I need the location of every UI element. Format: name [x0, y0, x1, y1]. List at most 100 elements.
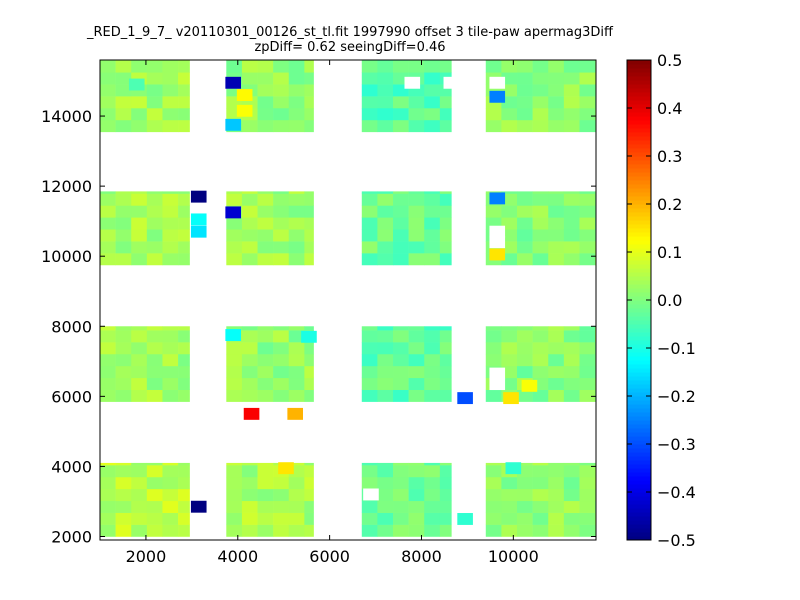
colorbar-segment: [627, 132, 651, 137]
heatmap-cell-outlier: [236, 104, 253, 117]
heatmap-cell: [257, 365, 274, 379]
colorbar-segment: [627, 268, 651, 273]
heatmap-cell: [304, 108, 314, 121]
heatmap-cell: [162, 229, 179, 242]
heatmap-cell: [178, 389, 190, 402]
heatmap-cell: [361, 72, 378, 85]
y-tick-label: 2000: [51, 527, 92, 546]
heatmap-cell: [288, 205, 305, 218]
colorbar-segment: [627, 252, 651, 257]
colorbar-segment: [627, 376, 651, 381]
colorbar-segment: [627, 392, 651, 397]
colorbar-segment: [627, 356, 651, 361]
heatmap-cell: [579, 326, 596, 331]
heatmap-cell: [162, 342, 179, 355]
heatmap-cell: [501, 353, 518, 367]
heatmap-cell: [548, 326, 565, 331]
heatmap-cell: [501, 253, 518, 266]
heatmap-cell-outlier: [225, 329, 241, 341]
heatmap-cell: [439, 229, 452, 242]
heatmap-cell: [439, 60, 452, 73]
heatmap-cell-outlier: [225, 206, 241, 219]
heatmap-cell: [162, 84, 179, 97]
heatmap-cell: [100, 193, 116, 206]
heatmap-cell: [563, 217, 580, 230]
heatmap-cell: [100, 191, 116, 194]
colorbar-segment: [627, 204, 651, 209]
colorbar-segment: [627, 528, 651, 533]
heatmap-cell: [146, 205, 163, 218]
heatmap-cell: [257, 60, 274, 73]
heatmap-cell: [304, 205, 314, 218]
colorbar-segment: [627, 172, 651, 177]
heatmap-cell: [501, 193, 518, 206]
heatmap-cell: [361, 524, 378, 537]
heatmap-cell: [393, 326, 409, 331]
heatmap-cell: [424, 60, 441, 73]
heatmap-cell: [304, 96, 314, 109]
heatmap-cell: [377, 241, 394, 254]
heatmap-cell: [257, 512, 274, 525]
heatmap-cell: [257, 217, 274, 230]
colorbar-segment: [627, 476, 651, 481]
heatmap-cell: [146, 217, 163, 230]
heatmap-cell: [162, 476, 179, 490]
heatmap-cell: [273, 205, 290, 218]
colorbar-tick-label: 0.0: [657, 291, 682, 310]
colorbar-segment: [627, 312, 651, 317]
heatmap-cell: [439, 465, 452, 478]
heatmap-cell: [178, 108, 190, 121]
heatmap-cell: [178, 84, 190, 97]
heatmap-cell: [241, 193, 258, 206]
heatmap-cell: [424, 500, 441, 513]
heatmap-cell: [178, 193, 190, 206]
heatmap-cell-outlier: [301, 330, 317, 343]
heatmap-cell: [241, 342, 258, 355]
heatmap-cell: [241, 500, 258, 513]
y-tick-label: 8000: [51, 317, 92, 336]
heatmap-cell: [100, 326, 116, 331]
heatmap-cell: [439, 488, 452, 502]
heatmap-cell: [532, 330, 549, 343]
colorbar-segment: [627, 216, 651, 221]
heatmap-cell: [304, 465, 314, 478]
colorbar-segment: [627, 284, 651, 289]
heatmap-cell: [361, 96, 378, 109]
heatmap-cell: [100, 217, 116, 230]
heatmap-cell: [439, 342, 452, 355]
heatmap-cell: [241, 330, 258, 343]
heatmap-cell: [517, 342, 533, 355]
heatmap-cell: [377, 476, 394, 490]
heatmap-cell: [100, 119, 116, 133]
heatmap-cell: [226, 476, 243, 490]
heatmap-cell: [304, 342, 314, 355]
heatmap-cell: [532, 96, 549, 109]
heatmap-cell: [517, 191, 533, 194]
colorbar-segment: [627, 200, 651, 205]
heatmap-cell: [273, 229, 290, 242]
heatmap-cell: [393, 193, 409, 206]
heatmap-cell: [439, 512, 452, 525]
colorbar-segment: [627, 432, 651, 437]
colorbar-segment: [627, 100, 651, 105]
y-tick-label: 4000: [51, 457, 92, 476]
heatmap-cell: [532, 60, 549, 73]
heatmap-cell: [178, 253, 190, 266]
heatmap-cell: [485, 353, 502, 367]
heatmap-cell: [162, 377, 179, 390]
heatmap-cell: [517, 476, 533, 490]
heatmap-cell: [532, 353, 549, 367]
heatmap-cell: [178, 365, 190, 379]
colorbar-segment: [627, 404, 651, 409]
heatmap-cell: [146, 377, 163, 390]
heatmap-cell: [501, 84, 518, 97]
heatmap-cell: [563, 365, 580, 379]
heatmap-cell: [178, 524, 190, 537]
heatmap-cell: [361, 108, 378, 121]
heatmap-cell: [115, 524, 132, 537]
heatmap-cell: [162, 512, 179, 525]
colorbar-segment: [627, 128, 651, 133]
heatmap-cell: [178, 217, 190, 230]
heatmap-cell: [257, 193, 274, 206]
heatmap-cell: [361, 330, 378, 343]
